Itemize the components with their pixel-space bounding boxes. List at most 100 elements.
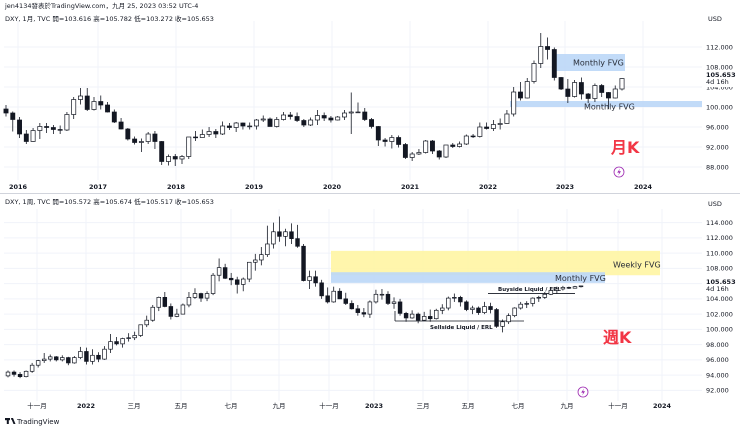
monthly-big-label: 月K bbox=[610, 138, 640, 157]
w-candle-body bbox=[204, 293, 210, 299]
m-candle-body bbox=[193, 136, 198, 139]
monthly-candles bbox=[3, 33, 625, 166]
m-candle-body bbox=[531, 63, 537, 82]
w-candle-body bbox=[180, 304, 186, 315]
w-candle bbox=[156, 296, 162, 312]
w-candle-body bbox=[476, 307, 481, 313]
m-candle-body bbox=[247, 125, 253, 128]
w-candle bbox=[385, 291, 391, 305]
monthly-price-axis[interactable]: 88.00092.00096.000100.000104.000108.0001… bbox=[704, 43, 736, 171]
m-candle-body bbox=[342, 112, 347, 118]
m-candle-body bbox=[267, 118, 273, 127]
w-candle-body bbox=[277, 231, 282, 237]
w-candle bbox=[542, 292, 548, 299]
w-candle bbox=[415, 312, 421, 324]
weekly-symbol-info: DXY, 1周, TVC 開=105.572 高=105.674 低=105.5… bbox=[5, 197, 214, 206]
weekly-bolt-icon[interactable] bbox=[577, 386, 589, 398]
m-y-tick: 112.000 bbox=[706, 43, 733, 51]
m-candle bbox=[84, 88, 90, 111]
m-candle bbox=[599, 84, 605, 97]
m-candle bbox=[260, 115, 266, 122]
m-candle-body bbox=[152, 133, 158, 142]
m-candle bbox=[152, 131, 158, 149]
w-candle bbox=[84, 347, 89, 365]
w-candle bbox=[241, 277, 246, 292]
m-candle bbox=[463, 134, 469, 145]
m-candle-body bbox=[294, 116, 300, 121]
m-last-price: 105.653 bbox=[706, 71, 736, 79]
m-candle-body bbox=[226, 125, 232, 128]
w-y-tick: 108.000 bbox=[706, 265, 733, 273]
m-candle-body bbox=[105, 104, 110, 113]
w-candle-body bbox=[102, 348, 107, 360]
m-candle-body bbox=[50, 127, 56, 130]
w-candle-body bbox=[385, 293, 391, 304]
w-candle bbox=[578, 285, 584, 288]
monthly-bolt-icon[interactable] bbox=[613, 166, 625, 178]
weekly-price-axis[interactable]: 92.000 94.000 96.000 98.000 100.000 102.000 10… bbox=[704, 219, 736, 395]
m-candle-body bbox=[321, 115, 327, 119]
author-header: jen4134發表於TradingView.com，九月 25, 2023 03… bbox=[4, 1, 198, 10]
m-candle-body bbox=[619, 78, 625, 90]
m-candle-body bbox=[37, 126, 43, 131]
m-candle bbox=[423, 140, 429, 154]
w-candle-body bbox=[572, 286, 578, 289]
weekly-panel: DXY, 1周, TVC 開=105.572 高=105.674 低=105.5… bbox=[4, 197, 736, 410]
m-candle bbox=[30, 128, 36, 142]
m-candle-body bbox=[497, 123, 503, 125]
w-candle-body bbox=[446, 297, 451, 309]
w-candle-body bbox=[289, 231, 294, 239]
w-candle bbox=[343, 292, 348, 305]
m-candle-body bbox=[287, 114, 293, 117]
monthly-time-axis[interactable]: 2016 2017 2018 2019 2020 2021 2022 2023 2024 bbox=[9, 183, 653, 191]
m-candle bbox=[430, 140, 435, 154]
m-candle bbox=[125, 128, 131, 141]
w-candle-body bbox=[307, 276, 312, 281]
m-candle-body bbox=[362, 111, 368, 120]
w-candle bbox=[138, 324, 143, 337]
m-candle-body bbox=[369, 119, 374, 127]
w-candle bbox=[204, 291, 210, 302]
m-candle bbox=[362, 108, 368, 121]
w-candle-body bbox=[524, 303, 529, 305]
m-fvg-zone-1 bbox=[510, 101, 702, 107]
monthly-currency: USD bbox=[708, 15, 722, 23]
m-candle bbox=[105, 102, 110, 113]
m-candle bbox=[294, 112, 300, 122]
w-candle bbox=[536, 295, 541, 302]
tradingview-footer[interactable]: TradingView bbox=[5, 418, 60, 426]
m-candle bbox=[375, 126, 381, 146]
w-y-tick: 102.000 bbox=[706, 310, 733, 318]
weekly-time-axis[interactable]: 十一月 2022 三月 五月 七月 九月 十一月 2023 三月 五月 七月 九月 十一月 2024 bbox=[27, 401, 671, 410]
m-candle-body bbox=[402, 144, 408, 158]
w-x-tick: 五月 bbox=[462, 402, 475, 410]
w-candle-body bbox=[542, 293, 548, 298]
m-candle-body bbox=[558, 77, 564, 90]
w-candle bbox=[41, 353, 47, 363]
m-candle-body bbox=[335, 116, 341, 121]
w-candle-body bbox=[241, 278, 246, 285]
w-candle bbox=[560, 285, 566, 291]
m-candle bbox=[606, 92, 611, 109]
m-candle bbox=[335, 116, 341, 121]
w-candle bbox=[114, 337, 119, 346]
m-x-tick: 2021 bbox=[401, 183, 420, 191]
m-candle-body bbox=[348, 111, 354, 114]
w-candle bbox=[222, 263, 228, 280]
m-candle-body bbox=[213, 131, 219, 135]
m-candle bbox=[342, 110, 347, 120]
m-candle bbox=[226, 123, 232, 130]
m-candle-body bbox=[470, 135, 476, 138]
m-candle bbox=[389, 135, 395, 149]
w-y-tick: 114.000 bbox=[706, 219, 733, 227]
m-candle-body bbox=[111, 111, 117, 123]
w-candle-body bbox=[60, 357, 65, 361]
w-y-tick: 100.000 bbox=[706, 326, 733, 334]
w-candle-body bbox=[331, 290, 336, 303]
w-candle bbox=[132, 331, 137, 341]
w-fvg-label-1: Monthly FVG bbox=[555, 274, 606, 283]
monthly-fvg-zones: Monthly FVG Monthly FVG bbox=[510, 54, 702, 111]
m-candle-body bbox=[518, 91, 523, 99]
w-candle bbox=[78, 346, 83, 360]
m-candle-body bbox=[545, 46, 550, 50]
